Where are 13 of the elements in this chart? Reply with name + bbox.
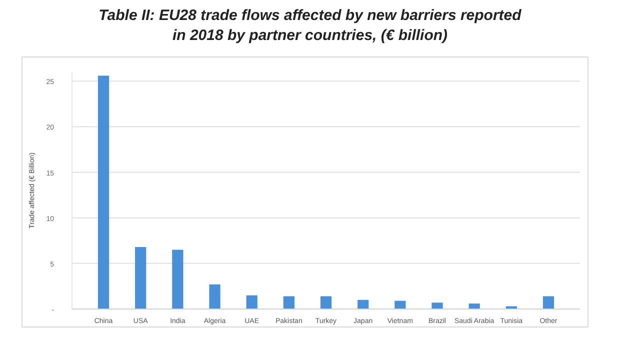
bar bbox=[432, 302, 443, 309]
bar bbox=[542, 296, 554, 309]
bar bbox=[172, 250, 184, 309]
bar bbox=[209, 284, 220, 309]
bar bbox=[394, 300, 406, 309]
bar bbox=[246, 295, 258, 309]
bar bbox=[283, 296, 294, 309]
bar bbox=[98, 76, 110, 309]
bar bbox=[320, 296, 332, 309]
bar bbox=[468, 304, 480, 309]
chart-title: Table II: EU28 trade flows affected by new barriers reported in 2018 by partner countries, (€ billion) bbox=[98, 7, 522, 44]
bar bbox=[358, 300, 369, 309]
bar bbox=[135, 247, 146, 309]
